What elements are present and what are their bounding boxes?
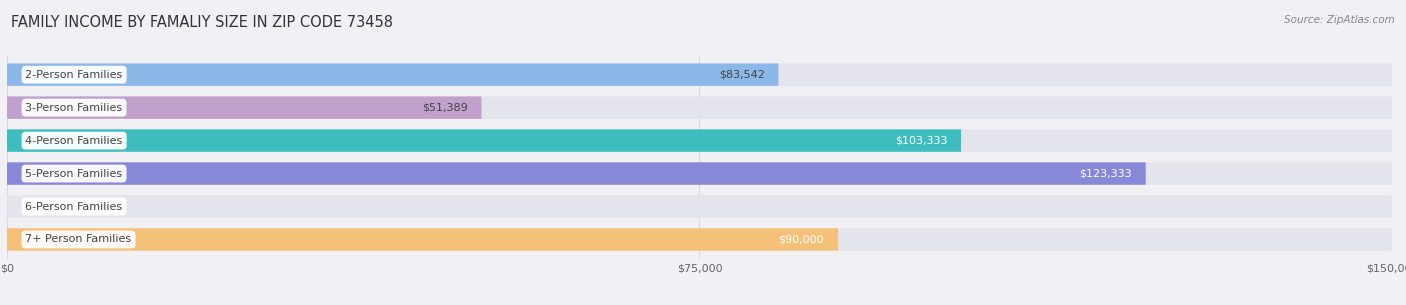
Text: FAMILY INCOME BY FAMALIY SIZE IN ZIP CODE 73458: FAMILY INCOME BY FAMALIY SIZE IN ZIP COD… [11,15,394,30]
Text: $83,542: $83,542 [718,70,765,80]
Text: $90,000: $90,000 [779,235,824,245]
Text: 7+ Person Families: 7+ Person Families [25,235,132,245]
FancyBboxPatch shape [7,96,481,119]
FancyBboxPatch shape [7,129,962,152]
Text: $123,333: $123,333 [1080,169,1132,178]
Text: 5-Person Families: 5-Person Families [25,169,122,178]
Text: $51,389: $51,389 [422,103,468,113]
FancyBboxPatch shape [7,63,1392,86]
FancyBboxPatch shape [7,129,1392,152]
Text: $0: $0 [30,202,44,211]
FancyBboxPatch shape [7,63,779,86]
Text: 4-Person Families: 4-Person Families [25,136,122,145]
Text: 2-Person Families: 2-Person Families [25,70,122,80]
FancyBboxPatch shape [7,195,1392,218]
Text: Source: ZipAtlas.com: Source: ZipAtlas.com [1284,15,1395,25]
Text: 3-Person Families: 3-Person Families [25,103,122,113]
FancyBboxPatch shape [7,162,1392,185]
Text: 6-Person Families: 6-Person Families [25,202,122,211]
FancyBboxPatch shape [7,96,1392,119]
FancyBboxPatch shape [7,162,1146,185]
FancyBboxPatch shape [7,228,838,251]
FancyBboxPatch shape [7,228,1392,251]
Text: $103,333: $103,333 [894,136,948,145]
